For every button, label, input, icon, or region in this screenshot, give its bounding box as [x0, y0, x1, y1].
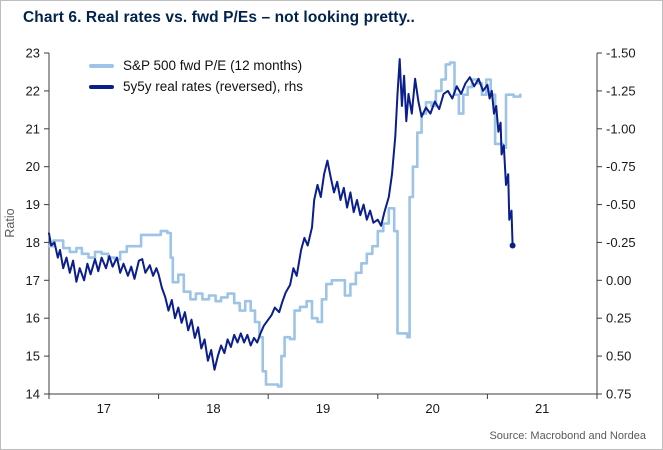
real-rates-line-end-marker: [509, 242, 516, 249]
x-axis-tick-label: 19: [316, 401, 330, 416]
left-axis-tick-label: 21: [26, 121, 40, 136]
right-axis-tick-label: 0.25: [606, 311, 631, 326]
legend-item-spx-fwd-pe: S&P 500 fwd P/E (12 months): [89, 58, 303, 73]
left-axis-tick-label: 14: [26, 387, 40, 402]
left-axis-tick-label: 17: [26, 273, 40, 288]
right-axis-tick-label: -0.75: [606, 159, 636, 174]
left-axis-tick-label: 22: [26, 83, 40, 98]
left-axis-tick-label: 15: [26, 349, 40, 364]
legend-label-real-rates: 5y5y real rates (reversed), rhs: [123, 79, 304, 94]
right-axis-tick-label: 0.50: [606, 349, 631, 364]
x-axis-tick-label: 20: [425, 401, 439, 416]
right-axis-tick-label: -0.50: [606, 197, 636, 212]
right-axis-tick-label: 0.00: [606, 273, 631, 288]
legend: S&P 500 fwd P/E (12 months) 5y5y real ra…: [89, 58, 303, 94]
right-axis-tick-label: 0.75: [606, 387, 631, 402]
legend-label-spx-fwd-pe: S&P 500 fwd P/E (12 months): [123, 58, 303, 73]
real-rates-line: [48, 58, 514, 371]
chart-title: Chart 6. Real rates vs. fwd P/Es – not l…: [23, 9, 415, 26]
right-axis-tick-label: -1.25: [606, 83, 636, 98]
right-axis-tick-label: -0.25: [606, 235, 636, 250]
left-axis-tick-label: 18: [26, 235, 40, 250]
left-axis-title: Ratio: [3, 208, 17, 238]
x-axis-tick-label: 21: [535, 401, 549, 416]
spx-fwd-pe-line: [47, 61, 522, 388]
x-axis-tick-label: 17: [97, 401, 111, 416]
right-axis-tick-label: -1.50: [606, 46, 636, 61]
legend-item-real-rates: 5y5y real rates (reversed), rhs: [89, 79, 303, 94]
left-axis-tick-label: 19: [26, 197, 40, 212]
navy-line-swatch: [89, 84, 114, 89]
light-blue-line-swatch: [89, 63, 114, 68]
x-axis-tick-label: 18: [206, 401, 220, 416]
left-axis-tick-label: 16: [26, 311, 40, 326]
left-axis-tick-label: 23: [26, 46, 40, 61]
source-credit: Source: Macrobond and Nordea: [489, 430, 646, 442]
left-axis-tick-label: 20: [26, 159, 40, 174]
right-axis-tick-label: -1.00: [606, 121, 636, 136]
